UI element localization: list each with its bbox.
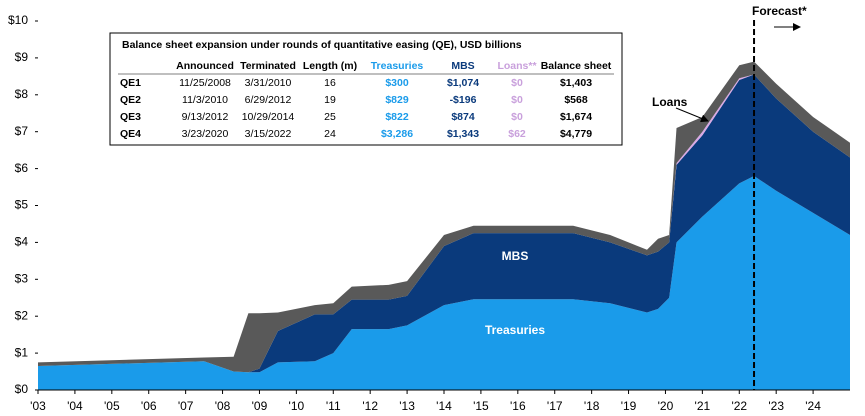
table-cell: 16 xyxy=(324,77,336,89)
forecast-label: Forecast* xyxy=(752,4,807,18)
x-tick-label: '18 xyxy=(584,399,600,413)
x-tick-label: '21 xyxy=(695,399,711,413)
y-tick-label: $8 xyxy=(15,87,29,101)
table-cell: $568 xyxy=(564,94,588,106)
row-label: QE1 xyxy=(120,77,141,89)
loans-arrow xyxy=(675,107,709,123)
x-tick-label: '06 xyxy=(141,399,157,413)
table-cell: 3/15/2022 xyxy=(245,128,292,140)
table-cell: $822 xyxy=(385,111,409,123)
table-cell: 3/23/2020 xyxy=(182,128,229,140)
treasuries-label: Treasuries xyxy=(485,323,545,337)
y-tick-label: $0 xyxy=(15,382,29,396)
x-tick-label: '10 xyxy=(289,399,305,413)
table-cell: 24 xyxy=(324,128,336,140)
x-tick-label: '09 xyxy=(252,399,268,413)
area xyxy=(38,175,850,390)
y-tick-label: $5 xyxy=(15,198,29,212)
table-header: Balance sheet xyxy=(541,60,612,72)
table-cell: $300 xyxy=(385,77,409,89)
row-label: QE2 xyxy=(120,94,141,106)
table-header: Loans** xyxy=(497,60,537,72)
table-cell: 11/25/2008 xyxy=(179,77,231,89)
y-tick-label: $6 xyxy=(15,161,29,175)
table-cell: 6/29/2012 xyxy=(245,94,292,106)
table-cell: $62 xyxy=(508,128,526,140)
table-header: Terminated xyxy=(240,60,296,72)
x-tick-label: '16 xyxy=(510,399,526,413)
x-tick-label: '14 xyxy=(436,399,452,413)
loans-label: Loans xyxy=(652,95,688,109)
x-tick-label: '08 xyxy=(215,399,231,413)
table-cell: $1,674 xyxy=(560,111,592,123)
table-cell: $829 xyxy=(385,94,409,106)
table-cell: 3/31/2010 xyxy=(245,77,292,89)
x-tick-label: '19 xyxy=(621,399,637,413)
table-cell: $3,286 xyxy=(381,128,413,140)
x-tick-label: '17 xyxy=(547,399,563,413)
table-cell: $1,403 xyxy=(560,77,592,89)
y-tick-label: $7 xyxy=(15,124,29,138)
x-tick-label: '24 xyxy=(805,399,821,413)
x-tick-label: '20 xyxy=(658,399,674,413)
table-box xyxy=(109,32,623,146)
table-cell: 19 xyxy=(324,94,336,106)
y-tick-label: $4 xyxy=(15,235,29,249)
y-tick-label: $10 xyxy=(8,13,28,27)
x-tick-label: '07 xyxy=(178,399,194,413)
x-tick-label: '12 xyxy=(362,399,378,413)
table-cell: $0 xyxy=(511,77,523,89)
x-tick-label: '15 xyxy=(473,399,489,413)
table-cell: $874 xyxy=(451,111,475,123)
table-cell: $1,343 xyxy=(447,128,479,140)
row-label: QE4 xyxy=(120,128,141,140)
x-tick-label: '05 xyxy=(104,399,120,413)
table-cell: $1,074 xyxy=(447,77,479,89)
row-label: QE3 xyxy=(120,111,141,123)
table-cell: 9/13/2012 xyxy=(182,111,229,123)
table-cell: 11/3/2010 xyxy=(182,94,228,106)
table-cell: -$196 xyxy=(450,94,477,106)
table-header: Treasuries xyxy=(371,60,424,72)
x-tick-label: '04 xyxy=(67,399,83,413)
x-tick-label: '22 xyxy=(731,399,747,413)
y-tick-label: $3 xyxy=(15,271,29,285)
y-tick-label: $9 xyxy=(15,50,29,64)
x-tick-label: '23 xyxy=(768,399,784,413)
table-cell: $4,779 xyxy=(560,128,592,140)
table-title: Balance sheet expansion under rounds of … xyxy=(122,39,522,51)
table-cell: 10/29/2014 xyxy=(242,111,295,123)
table-header: Announced xyxy=(176,60,234,72)
y-tick-label: $2 xyxy=(15,308,29,322)
x-tick-label: '11 xyxy=(326,399,341,413)
y-tick-label: $1 xyxy=(15,345,29,359)
table-cell: 25 xyxy=(324,111,336,123)
x-tick-label: '13 xyxy=(399,399,415,413)
table-header: Length (m) xyxy=(303,60,357,72)
table-cell: $0 xyxy=(511,94,523,106)
mbs-label: MBS xyxy=(502,249,529,263)
x-tick-label: '03 xyxy=(30,399,46,413)
area xyxy=(38,74,850,373)
table-cell: $0 xyxy=(511,111,523,123)
table-header: MBS xyxy=(451,60,474,72)
